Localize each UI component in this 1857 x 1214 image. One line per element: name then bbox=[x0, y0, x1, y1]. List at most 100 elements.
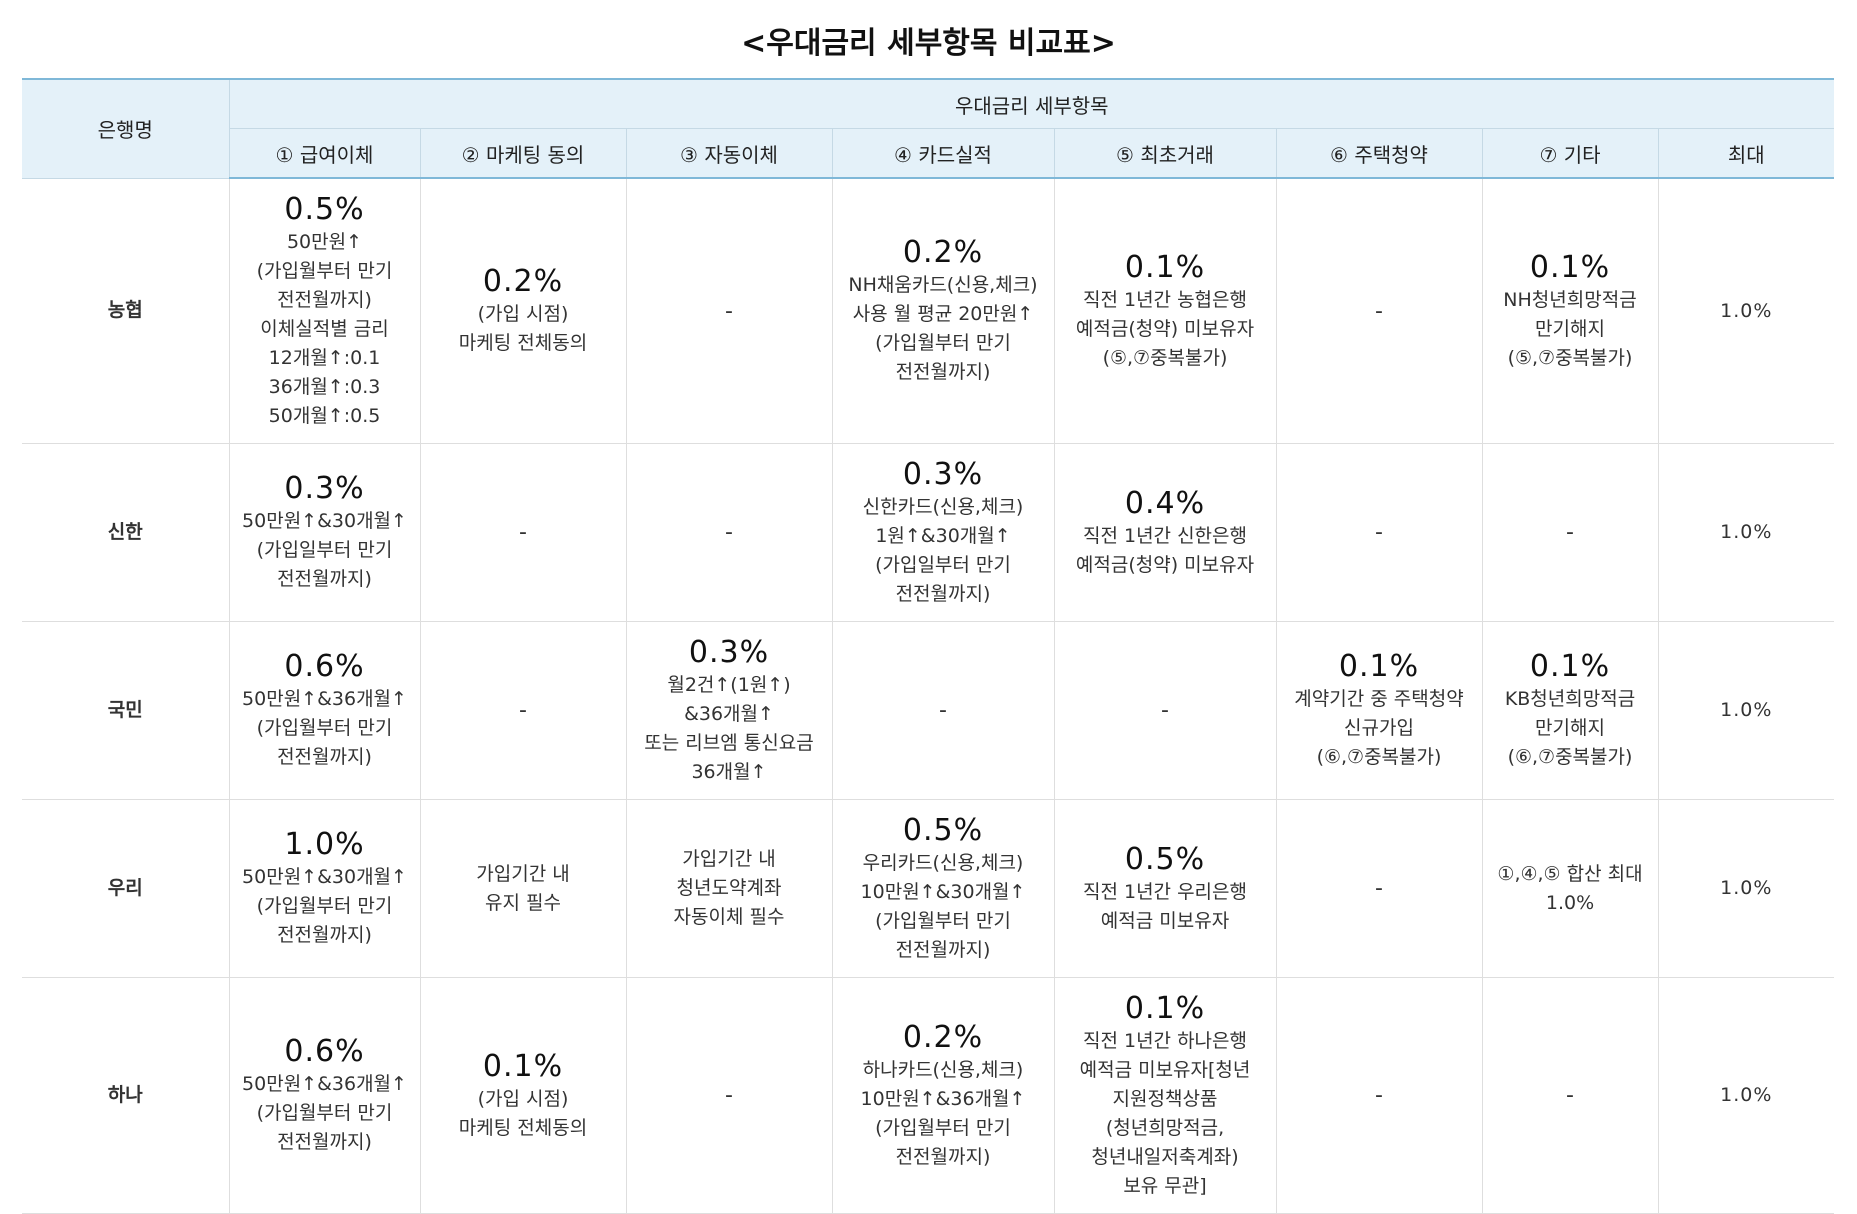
cell-line: 예적금(청약) 미보유자 bbox=[1075, 553, 1255, 576]
cell-line: 이체실적별 금리 bbox=[260, 317, 389, 340]
header-salary: ① 급여이체 bbox=[228, 128, 421, 179]
rate-value: 0.3% bbox=[902, 456, 984, 492]
max-rate: 1.0% bbox=[1657, 799, 1835, 978]
cell-line: - bbox=[1566, 520, 1574, 545]
cell-autotransfer: 가입기간 내 청년도약계좌 자동이체 필수 bbox=[625, 799, 833, 978]
cell-card: 0.5% 우리카드(신용,체크) 10만원↑&30개월↑ (가입월부터 만기 전전월까지… bbox=[831, 799, 1055, 978]
cell-line: 마케팅 전체동의 bbox=[458, 1116, 588, 1139]
cell-autotransfer: 0.3% 월2건↑(1원↑) &36개월↑ 또는 리브엠 통신요금 36개월↑ bbox=[625, 621, 833, 800]
table-row: 하나 0.6% 50만원↑&36개월↑ (가입월부터 만기 전전월까지) 0.1% (가입 … bbox=[22, 977, 1835, 1214]
max-rate: 1.0% bbox=[1657, 977, 1835, 1214]
cell-housing: - bbox=[1275, 977, 1483, 1214]
cell-line: 50만원↑&30개월↑ bbox=[242, 866, 407, 888]
cell-line: 전전월까지) bbox=[895, 938, 991, 961]
cell-line: 월2건↑(1원↑) bbox=[667, 673, 791, 696]
cell-line: 가입기간 내 bbox=[682, 848, 776, 870]
cell-line: 50개월↑:0.5 bbox=[268, 404, 381, 427]
cell-line: 또는 리브엠 통신요금 bbox=[644, 731, 814, 754]
bank-name: 신한 bbox=[22, 443, 230, 622]
cell-line: 만기해지 bbox=[1535, 717, 1605, 739]
cell-line: 직전 1년간 농협은행 bbox=[1082, 288, 1247, 311]
cell-line: 50만원↑&30개월↑ bbox=[242, 510, 407, 532]
cell-line: (가입 시점) bbox=[477, 1087, 569, 1110]
cell-etc: 0.1% NH청년희망적금 만기해지 (⑤,⑦중복불가) bbox=[1481, 177, 1659, 444]
rate-value: 1.0% bbox=[284, 827, 365, 862]
rate-value: 0.5% bbox=[902, 812, 984, 848]
cell-line: 우리카드(신용,체크) bbox=[862, 851, 1024, 874]
cell-autotransfer: - bbox=[625, 977, 833, 1214]
rate-value: 0.3% bbox=[688, 634, 770, 670]
rate-value: 0.5% bbox=[284, 191, 365, 227]
cell-line: 직전 1년간 신한은행 bbox=[1082, 524, 1247, 547]
rate-value: 0.6% bbox=[284, 1034, 365, 1069]
cell-line: 50만원↑&36개월↑ bbox=[242, 1073, 407, 1095]
cell-card: - bbox=[831, 621, 1055, 800]
rate-value: 0.1% bbox=[1529, 649, 1611, 684]
cell-etc: ①,④,⑤ 합산 최대 1.0% bbox=[1481, 799, 1659, 978]
cell-salary: 0.3% 50만원↑&30개월↑ (가입일부터 만기 전전월까지) bbox=[228, 443, 421, 622]
cell-salary: 0.6% 50만원↑&36개월↑ (가입월부터 만기 전전월까지) bbox=[228, 977, 421, 1214]
cell-line: - bbox=[1375, 298, 1383, 324]
rate-value: 0.2% bbox=[482, 264, 564, 299]
cell-line: 직전 1년간 우리은행 bbox=[1082, 880, 1247, 903]
cell-salary: 0.6% 50만원↑&36개월↑ (가입월부터 만기 전전월까지) bbox=[228, 621, 421, 800]
cell-line: 예적금 미보유자[청년 bbox=[1079, 1058, 1251, 1081]
cell-line: (가입일부터 만기 bbox=[256, 539, 393, 561]
cell-line: 자동이체 필수 bbox=[673, 906, 785, 928]
max-rate: 1.0% bbox=[1657, 621, 1835, 800]
cell-line: 50만원↑&36개월↑ bbox=[242, 688, 407, 710]
cell-housing: - bbox=[1275, 443, 1483, 622]
cell-line: 예적금(청약) 미보유자 bbox=[1075, 317, 1255, 340]
rate-value: 0.2% bbox=[902, 1019, 984, 1055]
comparison-table: 은행명 우대금리 세부항목 ① 급여이체 ② 마케팅 동의 ③ 자동이체 ④ 카… bbox=[22, 78, 1835, 1214]
cell-line: 36개월↑ bbox=[691, 760, 767, 783]
cell-line: 10만원↑&30개월↑ bbox=[860, 880, 1026, 903]
cell-line: (⑥,⑦중복불가) bbox=[1316, 746, 1442, 768]
cell-line: (⑥,⑦중복불가) bbox=[1507, 746, 1633, 768]
cell-autotransfer: - bbox=[625, 443, 833, 622]
cell-line: 계약기간 중 주택청약 bbox=[1294, 688, 1464, 710]
cell-line: 1.0% bbox=[1545, 891, 1595, 914]
cell-etc: - bbox=[1481, 443, 1659, 622]
header-group: 우대금리 세부항목 bbox=[228, 78, 1835, 129]
cell-line: (가입월부터 만기 bbox=[875, 332, 1011, 354]
header-first: ⑤ 최초거래 bbox=[1053, 128, 1277, 179]
cell-line: 예적금 미보유자 bbox=[1100, 909, 1230, 932]
cell-line: (가입월부터 만기 bbox=[256, 1102, 393, 1124]
rate-value: 0.5% bbox=[1124, 841, 1206, 877]
cell-line: (⑤,⑦중복불가) bbox=[1102, 346, 1228, 369]
cell-marketing: 0.1% (가입 시점) 마케팅 전체동의 bbox=[419, 977, 627, 1214]
bank-name: 국민 bbox=[22, 621, 230, 800]
cell-line: - bbox=[519, 698, 527, 723]
cell-line: 보유 무관] bbox=[1123, 1174, 1207, 1197]
rate-value: 0.1% bbox=[1338, 649, 1420, 684]
cell-line: 지원정책상품 bbox=[1112, 1087, 1218, 1110]
max-rate: 1.0% bbox=[1657, 443, 1835, 622]
cell-line: - bbox=[1375, 876, 1383, 901]
cell-line: NH채움카드(신용,체크) bbox=[848, 274, 1038, 296]
cell-line: (가입월부터 만기 bbox=[256, 259, 393, 282]
max-rate: 1.0% bbox=[1657, 177, 1835, 444]
header-housing: ⑥ 주택청약 bbox=[1275, 128, 1483, 179]
cell-line: NH청년희망적금 bbox=[1503, 288, 1637, 311]
cell-line: (가입일부터 만기 bbox=[875, 553, 1011, 576]
cell-line: 전전월까지) bbox=[895, 361, 991, 383]
rate-value: 0.1% bbox=[1124, 990, 1206, 1026]
cell-line: (⑤,⑦중복불가) bbox=[1507, 346, 1633, 369]
cell-first: 0.1% 직전 1년간 농협은행 예적금(청약) 미보유자 (⑤,⑦중복불가) bbox=[1053, 177, 1277, 444]
rate-value: 0.4% bbox=[1124, 485, 1206, 521]
cell-line: (가입월부터 만기 bbox=[256, 717, 393, 739]
cell-line: 가입기간 내 bbox=[476, 862, 570, 885]
cell-line: 10만원↑&36개월↑ bbox=[860, 1087, 1026, 1110]
cell-marketing: - bbox=[419, 621, 627, 800]
cell-line: - bbox=[519, 520, 527, 545]
header-row-2: ① 급여이체 ② 마케팅 동의 ③ 자동이체 ④ 카드실적 ⑤ 최초거래 ⑥ 주… bbox=[22, 128, 1835, 179]
cell-etc: 0.1% KB청년희망적금 만기해지 (⑥,⑦중복불가) bbox=[1481, 621, 1659, 800]
header-etc: ⑦ 기타 bbox=[1481, 128, 1659, 179]
table-row: 농협 0.5% 50만원↑ (가입월부터 만기 전전월까지) 이체실적별 금리 12개월↑:… bbox=[22, 177, 1835, 444]
cell-card: 0.2% 하나카드(신용,체크) 10만원↑&36개월↑ (가입월부터 만기 전전월까지… bbox=[831, 977, 1055, 1214]
cell-line: 전전월까지) bbox=[895, 582, 991, 605]
cell-autotransfer: - bbox=[625, 177, 833, 444]
